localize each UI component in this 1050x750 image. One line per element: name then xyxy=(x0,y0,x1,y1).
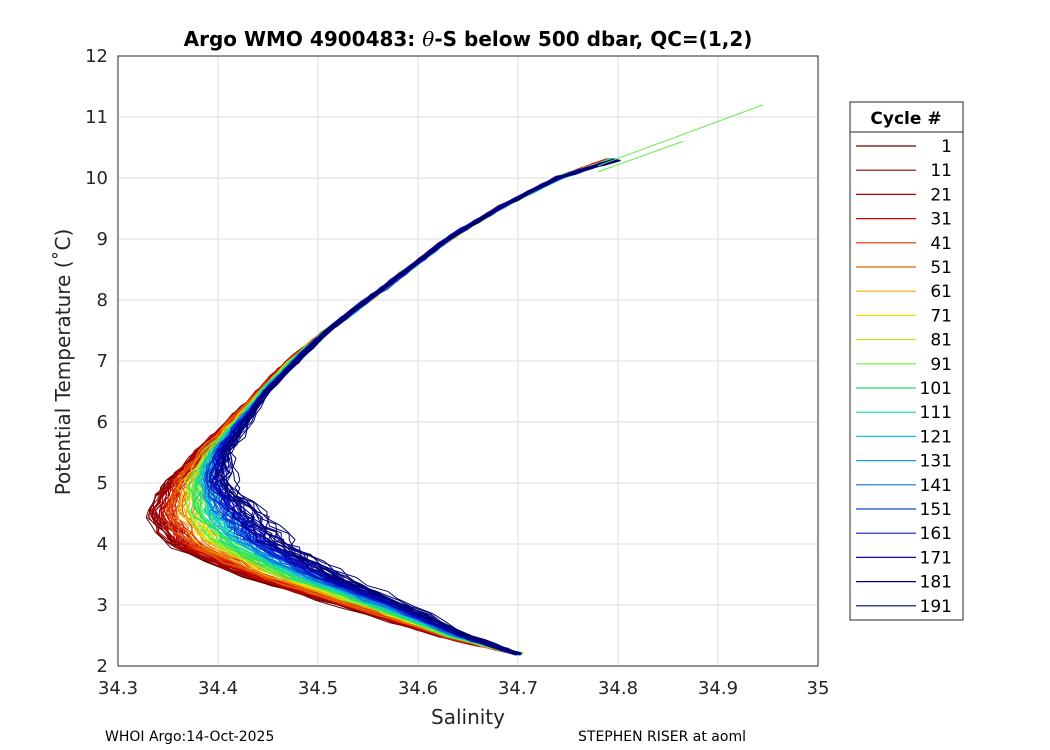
legend-label: 181 xyxy=(920,573,952,593)
y-tick-label: 6 xyxy=(97,412,108,433)
legend-label: 121 xyxy=(920,427,952,447)
legend-label: 131 xyxy=(920,452,952,472)
legend-label: 21 xyxy=(930,185,952,205)
legend-label: 71 xyxy=(930,306,952,326)
x-axis-label: Salinity xyxy=(431,705,505,729)
cycle-profile-line xyxy=(214,158,615,654)
y-tick-label: 7 xyxy=(97,351,108,372)
y-tick-label: 9 xyxy=(97,229,108,250)
legend-label: 61 xyxy=(930,282,952,302)
legend-label: 171 xyxy=(920,548,952,568)
legend-label: 31 xyxy=(930,210,952,230)
footer-right: STEPHEN RISER at aoml xyxy=(578,729,746,745)
y-tick-label: 8 xyxy=(97,290,108,311)
x-tick-label: 34.3 xyxy=(98,678,138,699)
x-tick-label: 34.6 xyxy=(398,678,438,699)
legend-label: 191 xyxy=(920,597,952,617)
cycle-profile-line xyxy=(221,160,619,654)
series-lines xyxy=(145,104,764,656)
y-axis-label: Potential Temperature (˚C) xyxy=(51,229,75,496)
legend-label: 81 xyxy=(930,331,952,351)
legend-label: 111 xyxy=(920,403,952,423)
legend-label: 161 xyxy=(920,524,952,544)
y-tick-label: 11 xyxy=(85,107,108,128)
legend-label: 141 xyxy=(920,476,952,496)
y-tick-label: 3 xyxy=(97,595,108,616)
cycle-profile-line xyxy=(597,104,764,167)
x-tick-label: 34.5 xyxy=(298,678,338,699)
x-tick-label: 34.4 xyxy=(198,678,238,699)
plot-axes-box xyxy=(117,55,819,667)
legend-label: 151 xyxy=(920,500,952,520)
y-tick-label: 2 xyxy=(97,656,108,677)
x-tick-label: 34.7 xyxy=(498,678,538,699)
chart-title: Argo WMO 4900483: θ-S below 500 dbar, QC… xyxy=(184,27,753,51)
legend-label: 91 xyxy=(930,355,952,375)
y-tick-label: 10 xyxy=(85,168,108,189)
y-tick-labels: 2 3 4 5 6 7 8 9 10 11 12 xyxy=(85,46,108,677)
legend-label: 51 xyxy=(930,258,952,278)
legend-label: 41 xyxy=(930,234,952,254)
legend-label: 11 xyxy=(930,161,952,181)
legend-title: Cycle # xyxy=(870,109,941,129)
y-tick-label: 12 xyxy=(85,46,108,67)
legend: Cycle # 11121314151617181911011111211311… xyxy=(849,101,964,621)
legend-label: 1 xyxy=(941,137,952,157)
cycle-profile-line xyxy=(597,140,684,173)
x-tick-label: 34.9 xyxy=(698,678,738,699)
x-tick-labels: 34.3 34.4 34.5 34.6 34.7 34.8 34.9 35 xyxy=(98,678,829,699)
legend-label: 101 xyxy=(920,379,952,399)
y-tick-label: 4 xyxy=(97,534,108,555)
y-tick-label: 5 xyxy=(97,473,108,494)
footer-left: WHOI Argo:14-Oct-2025 xyxy=(105,729,274,745)
x-tick-label: 35 xyxy=(807,678,830,699)
x-tick-label: 34.8 xyxy=(598,678,638,699)
